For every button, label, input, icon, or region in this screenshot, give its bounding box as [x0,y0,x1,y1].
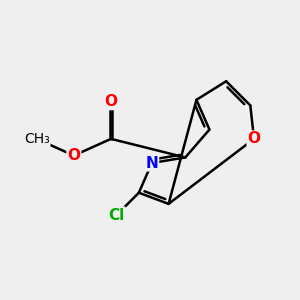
Text: O: O [104,94,118,109]
Text: O: O [67,148,80,163]
Text: CH₃: CH₃ [24,132,50,146]
Text: O: O [248,131,260,146]
Text: N: N [146,155,158,170]
Text: Cl: Cl [108,208,125,223]
